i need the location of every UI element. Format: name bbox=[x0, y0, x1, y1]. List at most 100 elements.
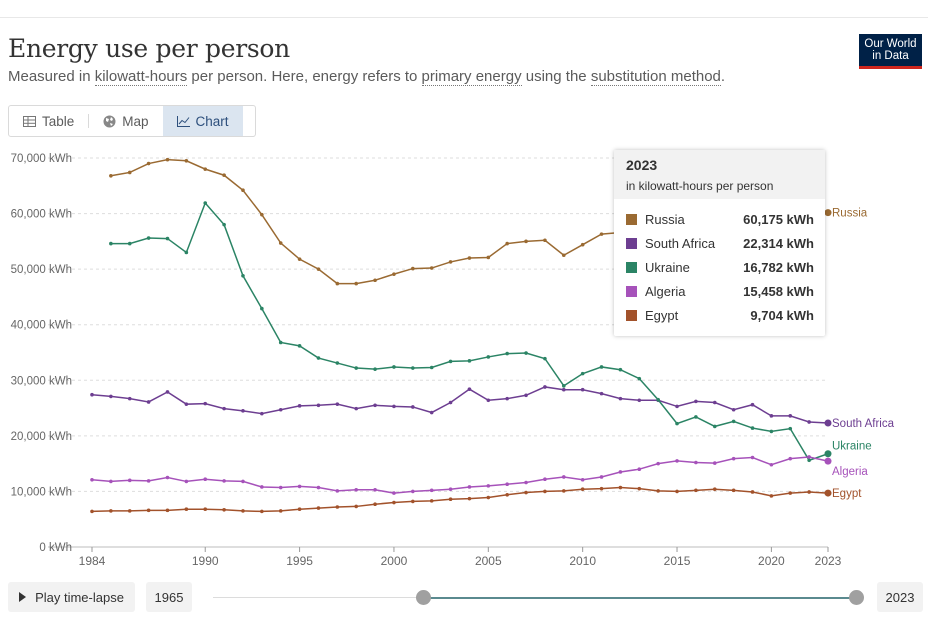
timeline-start-handle[interactable] bbox=[416, 590, 431, 605]
data-point bbox=[486, 255, 491, 260]
data-point bbox=[203, 507, 208, 512]
series-line-egypt bbox=[91, 486, 829, 513]
data-point bbox=[222, 479, 226, 483]
tab-table[interactable]: Table bbox=[9, 106, 88, 136]
data-point bbox=[241, 409, 245, 413]
data-point bbox=[411, 489, 415, 494]
data-point bbox=[203, 167, 208, 171]
data-point bbox=[807, 420, 811, 424]
tooltip-row: Russia 60,175 kWh bbox=[626, 211, 814, 229]
data-point bbox=[354, 406, 359, 411]
data-point bbox=[109, 394, 113, 399]
primary-energy-link[interactable]: primary energy bbox=[421, 68, 522, 86]
table-icon bbox=[23, 115, 36, 127]
x-axis: 1984 1990 1995 2000 2005 2010 2015 2020 2023 bbox=[79, 547, 842, 568]
tab-chart[interactable]: Chart bbox=[162, 106, 243, 136]
data-point bbox=[392, 491, 396, 495]
tooltip-swatch bbox=[626, 214, 637, 225]
data-point bbox=[241, 509, 245, 513]
data-point bbox=[90, 509, 94, 514]
substitution-method-link[interactable]: substitution method bbox=[590, 68, 721, 86]
data-point bbox=[165, 475, 170, 480]
tab-map[interactable]: Map bbox=[89, 106, 162, 136]
data-point bbox=[127, 396, 132, 401]
kilowatt-hours-link[interactable]: kilowatt-hours bbox=[94, 68, 188, 86]
timeline-start-year[interactable]: 1965 bbox=[146, 582, 192, 612]
tooltip-swatch bbox=[626, 310, 637, 321]
data-point bbox=[241, 188, 245, 193]
data-point bbox=[448, 487, 453, 492]
data-point bbox=[448, 497, 453, 502]
timeline-controls: Play time-lapse 1965 2023 bbox=[0, 580, 928, 612]
data-point bbox=[788, 414, 793, 418]
y-tick-label: 20,000 kWh bbox=[11, 431, 72, 443]
data-point bbox=[731, 407, 736, 412]
data-point bbox=[524, 490, 528, 495]
data-point bbox=[769, 494, 774, 498]
data-point bbox=[260, 485, 264, 489]
data-point bbox=[580, 242, 585, 247]
play-timelapse-button[interactable]: Play time-lapse bbox=[8, 582, 135, 612]
data-point bbox=[599, 486, 604, 491]
data-point bbox=[712, 487, 717, 492]
timeline-track[interactable] bbox=[213, 597, 423, 598]
data-point bbox=[807, 490, 811, 494]
data-point bbox=[429, 499, 434, 503]
data-point bbox=[618, 485, 623, 490]
data-point bbox=[694, 415, 698, 419]
data-point bbox=[486, 495, 491, 500]
data-point bbox=[637, 467, 642, 472]
data-point bbox=[260, 306, 264, 311]
tooltip-swatch bbox=[626, 238, 637, 249]
data-point bbox=[750, 426, 755, 430]
x-tick-label: 2023 bbox=[815, 554, 842, 568]
data-point bbox=[90, 392, 94, 397]
data-point bbox=[184, 507, 189, 512]
data-point bbox=[335, 505, 340, 509]
data-point bbox=[561, 253, 566, 258]
logo-line-2: in Data bbox=[872, 50, 909, 62]
data-point bbox=[694, 460, 698, 465]
data-point bbox=[750, 490, 755, 494]
page-title: Energy use per person bbox=[8, 34, 290, 63]
tooltip-unit: in kilowatt-hours per person bbox=[626, 179, 774, 193]
data-point bbox=[335, 281, 340, 286]
data-point bbox=[580, 477, 585, 482]
data-point bbox=[448, 400, 453, 405]
data-point bbox=[241, 479, 245, 484]
data-point bbox=[278, 340, 283, 345]
data-point bbox=[580, 487, 585, 492]
data-point bbox=[731, 419, 736, 424]
data-point bbox=[278, 407, 283, 412]
data-point bbox=[109, 173, 113, 178]
timeline-end-handle[interactable] bbox=[849, 590, 864, 605]
data-point bbox=[411, 405, 415, 409]
data-point bbox=[486, 355, 491, 359]
view-tabs: Table Map Chart bbox=[8, 105, 256, 137]
data-point bbox=[373, 487, 377, 492]
chart-series bbox=[90, 157, 832, 514]
data-point bbox=[580, 387, 585, 392]
timeline-selected-range[interactable] bbox=[423, 597, 857, 599]
tab-chart-label: Chart bbox=[195, 113, 229, 129]
data-point bbox=[184, 158, 189, 163]
series-line-algeria bbox=[91, 456, 829, 494]
data-point bbox=[637, 376, 642, 381]
data-point bbox=[392, 500, 396, 505]
data-point bbox=[146, 161, 151, 166]
tooltip-series-value: 9,704 kWh bbox=[750, 308, 814, 323]
data-point bbox=[448, 260, 453, 264]
timeline-end-year[interactable]: 2023 bbox=[877, 582, 923, 612]
subtitle-text: . bbox=[720, 68, 726, 85]
data-point bbox=[127, 170, 132, 175]
data-point bbox=[146, 400, 151, 404]
data-point bbox=[637, 398, 642, 403]
tooltip-series-name: Egypt bbox=[645, 308, 679, 323]
data-point bbox=[297, 257, 302, 261]
owid-logo[interactable]: Our World in Data bbox=[859, 34, 922, 69]
data-point bbox=[543, 385, 547, 389]
data-point bbox=[505, 482, 509, 487]
data-point bbox=[750, 402, 755, 407]
tooltip-series-value: 60,175 kWh bbox=[743, 212, 814, 227]
data-point bbox=[184, 402, 189, 406]
